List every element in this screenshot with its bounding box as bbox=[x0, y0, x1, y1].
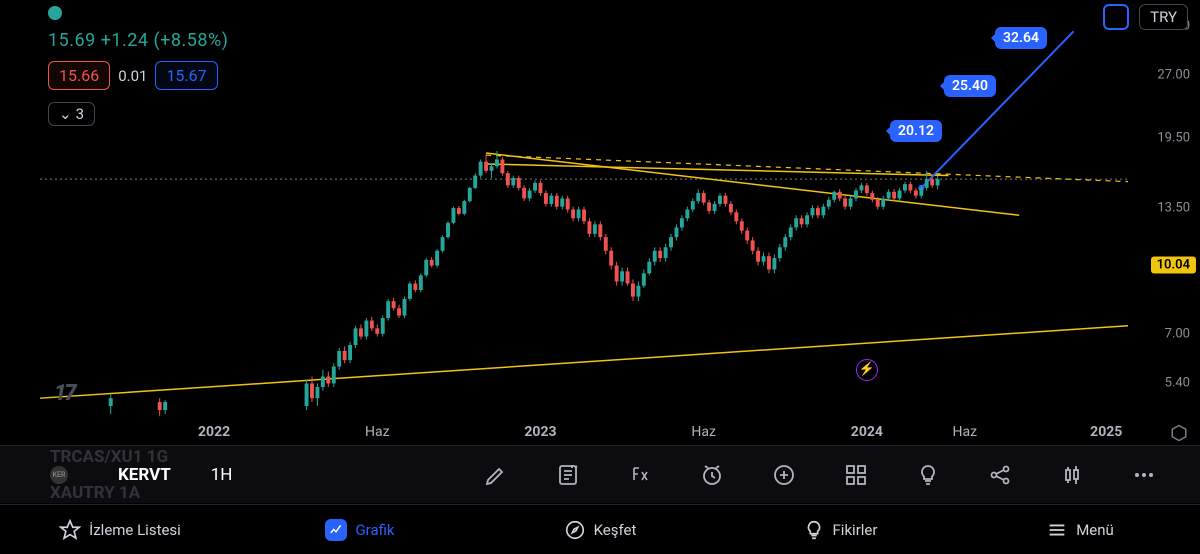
layout-grid-icon[interactable] bbox=[842, 461, 870, 489]
menu-icon bbox=[1046, 519, 1068, 541]
last-price: 15.69 bbox=[48, 30, 96, 51]
chart-icon bbox=[325, 519, 347, 541]
time-axis: 2022Haz2023Haz2024Haz2025 bbox=[0, 424, 1128, 446]
nav-explore[interactable]: Keşfet bbox=[480, 505, 720, 554]
nav-chart-label: Grafik bbox=[355, 521, 394, 539]
nav-explore-label: Keşfet bbox=[594, 521, 637, 539]
bottom-nav: İzleme Listesi Grafik Keşfet Fikirler Me… bbox=[0, 504, 1200, 554]
draw-tool-icon[interactable] bbox=[482, 461, 510, 489]
fullscreen-icon[interactable] bbox=[1103, 4, 1129, 30]
price-target-bubble[interactable]: 32.64 bbox=[995, 27, 1047, 49]
nav-watchlist-label: İzleme Listesi bbox=[89, 521, 181, 539]
star-icon bbox=[59, 519, 81, 541]
indicators-pill[interactable]: ⌄ 3 bbox=[48, 102, 95, 126]
status-dot bbox=[48, 6, 62, 20]
alert-clock-icon[interactable] bbox=[698, 461, 726, 489]
spread: 0.01 bbox=[118, 67, 147, 85]
price-change: +1.24 bbox=[101, 30, 149, 51]
fx-tool-icon[interactable] bbox=[626, 461, 654, 489]
nav-menu[interactable]: Menü bbox=[960, 505, 1200, 554]
symbol-avatar: KER bbox=[50, 466, 68, 484]
bulb-nav-icon bbox=[803, 519, 825, 541]
nav-chart[interactable]: Grafik bbox=[240, 505, 480, 554]
indicator-count: 3 bbox=[76, 105, 84, 123]
compass-icon bbox=[564, 519, 586, 541]
strip-sym-above[interactable]: TRCAS/XU1 1G bbox=[50, 447, 168, 467]
tv-logo: 17 bbox=[54, 381, 75, 406]
note-tool-icon[interactable] bbox=[554, 461, 582, 489]
bulb-icon[interactable] bbox=[914, 461, 942, 489]
price-scale: 35.0027.0019.5013.507.005.40 bbox=[1128, 0, 1190, 430]
strip-tf-active[interactable]: 1H bbox=[211, 465, 233, 485]
nav-watchlist[interactable]: İzleme Listesi bbox=[0, 505, 240, 554]
share-icon[interactable] bbox=[986, 461, 1014, 489]
strip-sym-active[interactable]: KERVT bbox=[118, 465, 171, 485]
symbol-strip: TRCAS/XU1 1G KER KERVT 1H XAUTRY 1A bbox=[0, 445, 1200, 503]
nav-menu-label: Menü bbox=[1076, 521, 1114, 539]
chevron-down-icon: ⌄ bbox=[59, 105, 72, 123]
current-price-label: 10.04 bbox=[1151, 256, 1196, 273]
nav-ideas-label: Fikirler bbox=[833, 521, 878, 539]
price-change-pct: (+8.58%) bbox=[153, 30, 228, 51]
candle-type-icon[interactable] bbox=[1058, 461, 1086, 489]
flash-icon[interactable]: ⚡ bbox=[856, 359, 878, 381]
quote-header: 15.69 +1.24 (+8.58%) 15.66 0.01 15.67 ⌄ … bbox=[48, 6, 228, 126]
price-target-bubble[interactable]: 20.12 bbox=[890, 120, 942, 142]
price-target-bubble[interactable]: 25.40 bbox=[944, 75, 996, 97]
currency-selector[interactable]: TRY bbox=[1139, 4, 1188, 30]
nav-ideas[interactable]: Fikirler bbox=[720, 505, 960, 554]
ask-box[interactable]: 15.67 bbox=[155, 61, 217, 90]
strip-sym-below[interactable]: XAUTRY 1A bbox=[50, 483, 140, 503]
bid-box[interactable]: 15.66 bbox=[48, 61, 110, 90]
add-icon[interactable] bbox=[770, 461, 798, 489]
more-icon[interactable] bbox=[1130, 461, 1158, 489]
settings-hex-icon[interactable] bbox=[1170, 424, 1188, 442]
